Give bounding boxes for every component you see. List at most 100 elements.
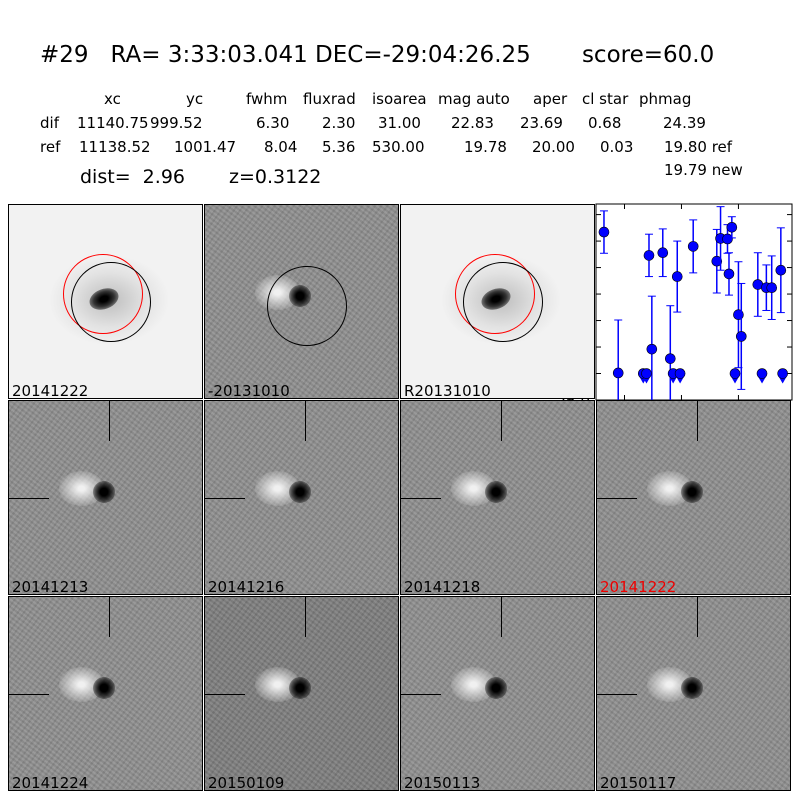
stamp-image[interactable]: 20141222: [8, 204, 203, 399]
light-curve-panel: 22.523.023.524.024.525.025.526.0-100-500: [557, 203, 793, 420]
crosshair-vertical: [697, 401, 698, 441]
stamp-date-label: 20141222: [12, 382, 89, 399]
black-circle-marker: [267, 266, 347, 346]
crosshair-vertical: [109, 401, 110, 441]
table-cell: 5.36: [322, 138, 356, 156]
table-cell: 0.68: [588, 114, 622, 132]
stamp-date-label: 20141216: [208, 578, 285, 595]
table-cell: 20.00: [532, 138, 575, 156]
stamp-date-label: 20150117: [600, 774, 677, 791]
stamp-date-label: 20141224: [12, 774, 89, 791]
detection-point: [598, 226, 610, 238]
table-cell: 19.80 ref: [664, 138, 733, 156]
detection-point: [722, 233, 733, 245]
phmag-new: 19.79 new: [664, 161, 743, 179]
stamp-image[interactable]: 20141224: [8, 596, 203, 791]
detection-point: [643, 250, 655, 261]
negative-residual: [485, 481, 507, 503]
negative-residual: [681, 481, 703, 503]
detection-point: [664, 353, 676, 364]
crosshair-horizontal: [401, 694, 441, 695]
upper-limit-point: [729, 368, 741, 379]
crosshair-horizontal: [597, 694, 637, 695]
stamp-image[interactable]: 20141222: [596, 400, 791, 595]
stamp-date-label: 20141218: [404, 578, 481, 595]
detection-point: [646, 343, 658, 355]
stamp-image[interactable]: 20141218: [400, 400, 595, 595]
stamp-image[interactable]: R20131010: [400, 204, 595, 399]
plot-area: [595, 203, 793, 401]
negative-residual: [93, 481, 115, 503]
stamp-image[interactable]: 20150109: [204, 596, 399, 791]
negative-residual: [289, 677, 311, 699]
column-header: isoarea: [372, 90, 427, 108]
stamp-date-label: -20131010: [208, 382, 290, 399]
table-cell: 8.04: [264, 138, 298, 156]
crosshair-vertical: [697, 597, 698, 637]
crosshair-vertical: [109, 597, 110, 637]
stamp-image[interactable]: 20141216: [204, 400, 399, 595]
column-header: fluxrad: [303, 90, 356, 108]
upper-limit-point: [641, 368, 652, 379]
stamp-image[interactable]: 20150117: [596, 596, 791, 791]
column-header: yc: [186, 90, 204, 108]
crosshair-vertical: [305, 597, 306, 637]
table-cell: 999.52: [150, 114, 203, 132]
crosshair-horizontal: [597, 498, 637, 499]
crosshair-horizontal: [205, 694, 245, 695]
upper-limit-point: [756, 368, 768, 379]
negative-residual: [681, 677, 703, 699]
crosshair-vertical: [501, 597, 502, 637]
detection-point: [687, 241, 699, 252]
redshift-value: z=0.3122: [229, 166, 322, 188]
stamp-image[interactable]: 20141213: [8, 400, 203, 595]
page-title: #29 RA= 3:33:03.041 DEC=-29:04:26.25 sco…: [40, 42, 715, 68]
stamp-image[interactable]: 20150113: [400, 596, 595, 791]
crosshair-horizontal: [9, 498, 49, 499]
row-label: dif: [40, 114, 59, 132]
detection-point: [657, 247, 669, 259]
table-cell: 23.69: [520, 114, 563, 132]
crosshair-horizontal: [9, 694, 49, 695]
stamp-date-label: 20141213: [12, 578, 89, 595]
detection-point: [726, 222, 738, 233]
table-cell: 11140.75: [77, 114, 149, 132]
crosshair-vertical: [305, 401, 306, 441]
table-cell: 22.83: [451, 114, 494, 132]
table-cell: 0.03: [600, 138, 634, 156]
crosshair-horizontal: [205, 498, 245, 499]
detection-point: [612, 367, 624, 379]
detection-point: [671, 271, 683, 282]
detection-point: [735, 331, 747, 342]
upper-limit-point: [674, 368, 686, 379]
detection-point: [723, 268, 735, 280]
light-curve-chart: 22.523.023.524.024.525.025.526.0-100-500: [557, 203, 793, 420]
crosshair-vertical: [501, 401, 502, 441]
stamp-date-label: R20131010: [404, 382, 491, 399]
column-header: phmag: [639, 90, 692, 108]
table-cell: 1001.47: [174, 138, 237, 156]
detection-point: [711, 255, 723, 267]
row-label: ref: [40, 138, 61, 156]
column-header: xc: [104, 90, 121, 108]
table-cell: 6.30: [256, 114, 290, 132]
black-circle-marker: [71, 262, 151, 342]
table-cell: 24.39: [663, 114, 706, 132]
column-header: cl star: [582, 90, 629, 108]
detection-point: [775, 264, 787, 276]
stamp-date-label: 20150109: [208, 774, 285, 791]
crosshair-horizontal: [401, 498, 441, 499]
table-cell: 530.00: [372, 138, 425, 156]
stamp-date-label: 20141222: [600, 578, 677, 595]
table-cell: 2.30: [322, 114, 356, 132]
stamp-date-label: 20150113: [404, 774, 481, 791]
table-cell: 31.00: [378, 114, 421, 132]
stamp-image[interactable]: -20131010: [204, 204, 399, 399]
column-header: fwhm: [246, 90, 288, 108]
black-circle-marker: [463, 262, 543, 342]
dist-value: dist= 2.96: [80, 166, 185, 188]
upper-limit-point: [777, 368, 788, 379]
table-cell: 11138.52: [79, 138, 151, 156]
column-header: aper: [533, 90, 568, 108]
